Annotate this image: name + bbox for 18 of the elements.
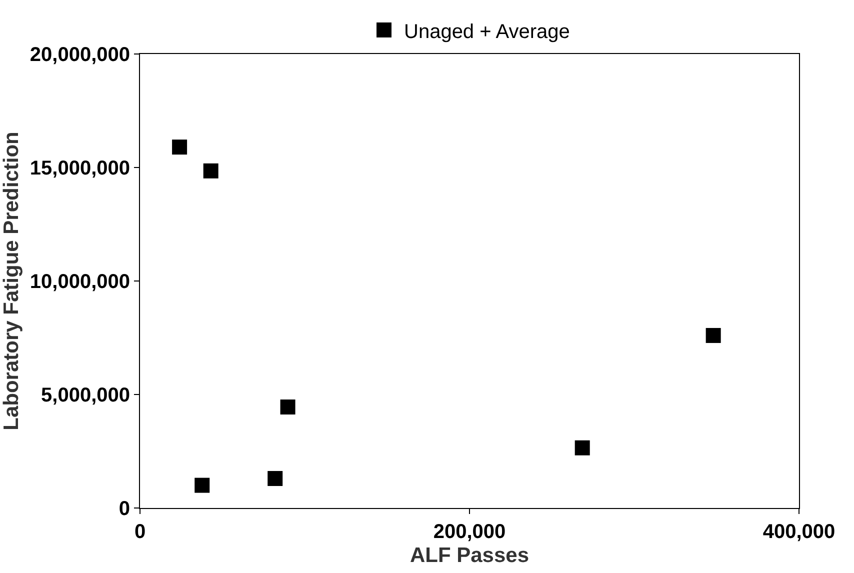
y-tick-label: 5,000,000 — [41, 384, 130, 406]
y-tick-label: 20,000,000 — [30, 44, 130, 66]
x-tick-label: 0 — [134, 521, 146, 543]
point — [268, 470, 283, 486]
x-tick-label: 400,000 — [762, 521, 836, 543]
y-axis-title: Laboratory Fatigue Prediction — [0, 132, 24, 430]
y-tick-label: 15,000,000 — [30, 158, 130, 180]
point — [172, 140, 188, 155]
point — [280, 399, 296, 414]
legend-label: Unaged + Average — [404, 20, 570, 43]
point — [706, 328, 721, 343]
y-tick-label: 10,000,000 — [30, 271, 130, 293]
x-tick-label: 200,000 — [433, 521, 506, 543]
point — [194, 478, 210, 493]
y-tick-label: 0 — [118, 498, 130, 520]
x-axis-title: ALF Passes — [410, 544, 530, 568]
point — [203, 163, 218, 178]
point — [574, 440, 590, 456]
